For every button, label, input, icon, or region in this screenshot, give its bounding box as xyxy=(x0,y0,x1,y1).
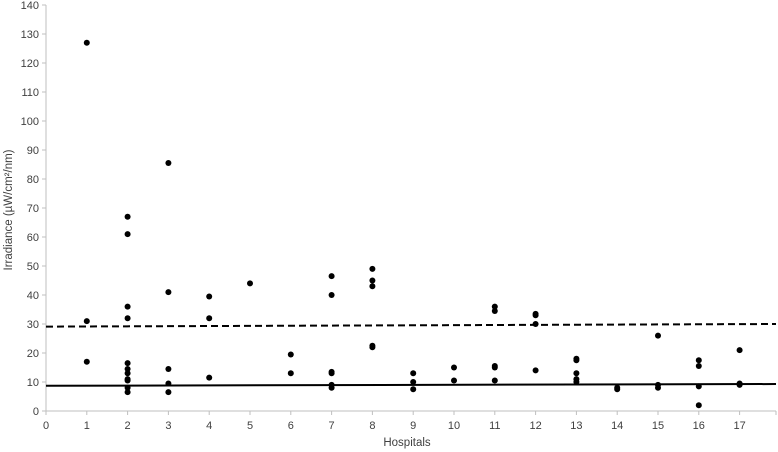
data-point xyxy=(124,384,131,391)
x-tick-label: 13 xyxy=(570,420,582,432)
data-point xyxy=(328,384,335,391)
data-point xyxy=(410,379,417,385)
x-tick-label: 6 xyxy=(288,420,294,432)
y-tick-label: 40 xyxy=(27,290,39,302)
y-tick-label: 110 xyxy=(21,87,39,99)
data-point xyxy=(695,363,702,370)
y-tick-label: 80 xyxy=(27,174,39,186)
x-tick-label: 5 xyxy=(247,420,253,432)
y-tick-label: 130 xyxy=(21,29,39,41)
x-tick-label: 4 xyxy=(206,420,212,432)
data-point xyxy=(165,289,172,296)
x-tick-label: 11 xyxy=(489,420,500,432)
x-tick-label: 10 xyxy=(448,420,460,432)
x-tick-label: 3 xyxy=(165,420,171,432)
x-tick-label: 8 xyxy=(369,420,375,432)
data-point xyxy=(124,213,131,220)
data-point xyxy=(287,351,294,358)
data-point xyxy=(165,365,172,372)
data-point xyxy=(83,318,90,325)
data-point xyxy=(124,370,131,377)
data-point xyxy=(124,303,131,310)
data-point xyxy=(410,370,417,377)
data-point xyxy=(655,384,661,391)
x-axis-title: Hospitals xyxy=(383,437,431,449)
data-point xyxy=(124,231,131,238)
data-point xyxy=(532,312,539,319)
data-point xyxy=(328,370,335,377)
data-point xyxy=(695,402,702,409)
y-tick-label: 100 xyxy=(21,116,39,128)
data-point xyxy=(655,332,661,339)
data-point xyxy=(491,303,498,310)
x-tick-label: 2 xyxy=(125,420,131,432)
y-tick-label: 20 xyxy=(27,348,39,360)
data-point xyxy=(491,307,498,314)
y-tick-label: 50 xyxy=(27,261,39,273)
data-point xyxy=(124,315,131,322)
data-point xyxy=(165,380,172,387)
data-point xyxy=(614,386,621,393)
x-tick-label: 1 xyxy=(84,420,90,432)
data-point xyxy=(695,383,702,390)
data-point xyxy=(247,280,253,287)
data-point xyxy=(124,365,131,372)
y-tick-label: 120 xyxy=(21,58,39,70)
data-point xyxy=(83,358,90,365)
data-point xyxy=(369,277,376,284)
solid-reference-line xyxy=(45,383,777,387)
data-point xyxy=(736,347,743,354)
data-point xyxy=(491,364,498,371)
data-point xyxy=(451,377,457,384)
data-point xyxy=(124,389,131,396)
data-point xyxy=(165,160,172,167)
data-point xyxy=(369,344,376,351)
y-tick-label: 30 xyxy=(27,319,39,331)
data-point xyxy=(287,370,294,377)
data-point xyxy=(410,386,417,393)
y-tick-label: 70 xyxy=(27,203,39,215)
data-point xyxy=(83,39,90,46)
y-tick-label: 60 xyxy=(27,232,39,244)
data-point xyxy=(369,265,376,272)
data-point xyxy=(736,381,743,388)
x-tick-label: 17 xyxy=(733,420,745,432)
data-point xyxy=(451,364,457,371)
data-point xyxy=(124,360,131,367)
dashed-reference-line xyxy=(45,323,777,328)
data-point xyxy=(206,374,213,381)
data-point xyxy=(124,377,131,384)
y-axis-title: Irradiance (µW/cm²/nm) xyxy=(3,149,15,270)
x-tick-label: 14 xyxy=(611,420,623,432)
data-point xyxy=(573,379,580,385)
data-point xyxy=(206,315,213,322)
x-tick-label: 16 xyxy=(693,420,705,432)
data-point xyxy=(328,292,335,298)
data-point xyxy=(328,273,335,280)
data-point xyxy=(695,357,702,364)
x-tick-label: 0 xyxy=(43,420,49,432)
x-tick-label: 7 xyxy=(329,420,335,432)
data-point xyxy=(206,293,213,300)
x-tick-label: 15 xyxy=(652,420,664,432)
data-point xyxy=(573,370,580,377)
data-point xyxy=(491,377,498,384)
y-tick-label: 0 xyxy=(33,406,39,418)
data-point xyxy=(369,283,376,290)
x-tick-label: 12 xyxy=(529,420,541,432)
y-tick-label: 140 xyxy=(21,0,39,12)
y-tick-label: 10 xyxy=(27,377,39,389)
data-point xyxy=(532,367,539,374)
y-tick-label: 90 xyxy=(27,145,39,157)
data-point xyxy=(532,321,539,327)
data-point xyxy=(573,357,580,364)
data-point xyxy=(165,389,172,396)
x-tick-label: 9 xyxy=(410,420,416,432)
